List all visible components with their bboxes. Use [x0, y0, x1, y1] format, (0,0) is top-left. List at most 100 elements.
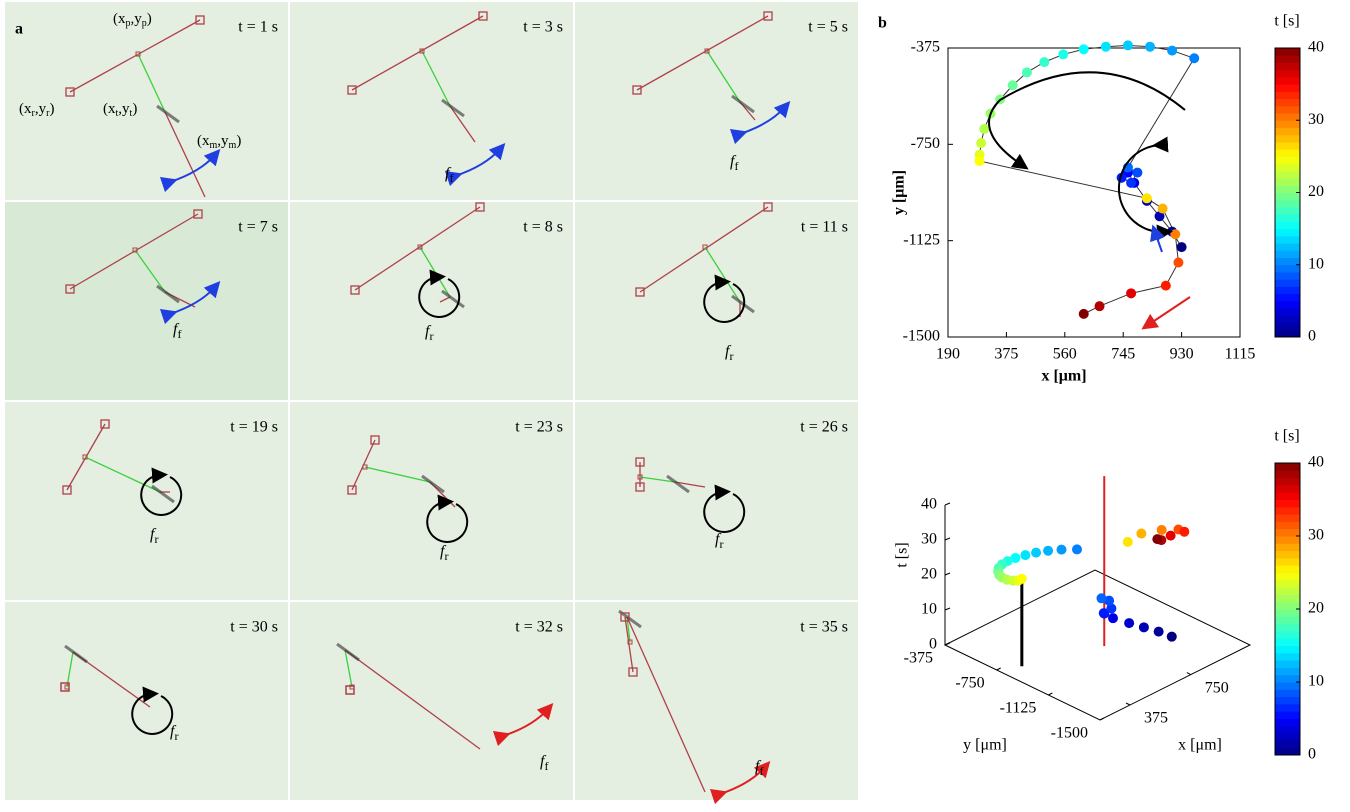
marker-square: [195, 15, 205, 25]
trajectory-3d-point: [1138, 622, 1149, 633]
point-label-part: ,y: [118, 101, 130, 117]
marker-square: [193, 209, 203, 219]
body-shadow: [618, 609, 642, 629]
colorbar-segment: [1275, 711, 1300, 719]
rotation-arrow: [140, 467, 183, 516]
x-tick-label: 190: [936, 346, 960, 363]
center-marker: [64, 684, 70, 690]
marker-square: [763, 202, 773, 212]
colorbar-segment: [1275, 725, 1300, 734]
trajectory-point: [1173, 257, 1184, 268]
tile-background: [5, 402, 288, 600]
body-shadow: [64, 644, 88, 664]
colorbar-segment: [1275, 98, 1300, 107]
y3-tick: [944, 642, 950, 646]
colorbar-segment: [1275, 477, 1300, 486]
colorbar-segment: [1275, 499, 1300, 508]
tile-background: [575, 2, 858, 200]
marker-square: [635, 287, 645, 297]
t-tick-label: 30: [921, 531, 937, 548]
panel-label: b: [878, 15, 887, 32]
body-shadow: [151, 484, 175, 504]
t3-axis-label: t [s]: [894, 542, 911, 567]
point-label: (xr,yr): [19, 101, 54, 119]
rotation-arrow: [703, 274, 746, 323]
marker-square: [620, 612, 630, 622]
flap-arrow: [492, 703, 554, 747]
colorbar-segment: [1275, 134, 1300, 143]
trajectory-point: [1160, 280, 1171, 291]
colorbar-segment: [1275, 300, 1300, 309]
point-label-part: ,y: [131, 11, 143, 27]
body-shadow: [441, 289, 465, 309]
point-label-part: m: [210, 140, 218, 151]
freq-sub: f: [734, 159, 738, 173]
frequency-label: fr: [170, 723, 178, 743]
t-tick-label: 20: [921, 566, 937, 583]
colorbar-segment: [1275, 199, 1300, 208]
x-axis-label: x [μm]: [1041, 368, 1086, 385]
point-label-part: t: [130, 108, 133, 119]
freq-base: f: [170, 723, 177, 740]
colorbar-segment: [1275, 271, 1300, 280]
colorbar-segment: [1275, 616, 1300, 625]
freq-sub: f: [177, 327, 181, 341]
colorbar-segment: [1275, 492, 1300, 500]
point-label-part: ): [236, 133, 241, 149]
colorbar-segment: [1275, 84, 1300, 92]
tracking-line: [421, 50, 451, 107]
trajectory-point: [1176, 242, 1187, 253]
floor: [943, 569, 1252, 721]
freq-sub: r: [154, 532, 158, 546]
colorbar-tick-label: 20: [1308, 183, 1324, 200]
tail-line: [626, 616, 706, 793]
frequency-label: fr: [440, 543, 448, 563]
x-tick-label: 560: [1053, 346, 1077, 363]
y3-axis-label: y [μm]: [963, 737, 1007, 754]
colorbar-segment: [1275, 250, 1300, 259]
freq-sub: r: [429, 329, 433, 343]
colorbar-tick-label: 30: [1308, 527, 1324, 544]
colorbar-segment: [1275, 235, 1300, 244]
colorbar-segment: [1275, 484, 1300, 493]
point-label: (xt,yt): [103, 101, 137, 119]
trajectory-3d-point: [1020, 550, 1031, 561]
marker-square: [478, 11, 488, 21]
tail-line: [344, 649, 481, 750]
point-label: (xp,yp): [113, 11, 152, 29]
freq-base: f: [540, 753, 547, 770]
marker-square: [65, 87, 75, 97]
frequency-label: ff: [173, 321, 181, 341]
colorbar-segment: [1275, 127, 1300, 136]
colorbar-segment: [1275, 221, 1300, 230]
flap-arrow: [729, 101, 791, 145]
point-label-part: p: [126, 18, 131, 29]
point-label-part: ,y: [35, 101, 47, 117]
colorbar-tick-label: 40: [1308, 39, 1324, 56]
flap-arrow: [159, 281, 221, 325]
probe-line: [69, 19, 201, 93]
frequency-label: fr: [150, 526, 158, 546]
colorbar-segment: [1275, 206, 1300, 215]
colorbar-segment: [1275, 192, 1300, 201]
body-shadow: [336, 642, 360, 662]
trajectory-point: [1141, 193, 1152, 204]
colorbar-segment: [1275, 55, 1300, 63]
center-marker: [637, 474, 643, 480]
center-marker: [349, 684, 355, 690]
trajectory-3d-point: [1153, 626, 1164, 637]
trajectory-3d-point: [1056, 544, 1067, 555]
t-tick: [944, 537, 951, 541]
marker-square: [628, 667, 638, 677]
point-label-part: (x: [103, 101, 116, 117]
colorbar-segment: [1275, 718, 1300, 727]
y3-tick-label: -750: [955, 675, 984, 692]
tail-line: [674, 481, 706, 488]
x3-tick-label: 750: [1205, 679, 1229, 696]
colorbar-segment: [1275, 279, 1300, 287]
trajectory-3d-point: [1071, 544, 1082, 555]
colorbar-segment: [1275, 733, 1300, 741]
flap-arrow: [709, 761, 771, 805]
point-label-part: r: [32, 108, 36, 119]
frequency-label: fr: [425, 323, 433, 343]
